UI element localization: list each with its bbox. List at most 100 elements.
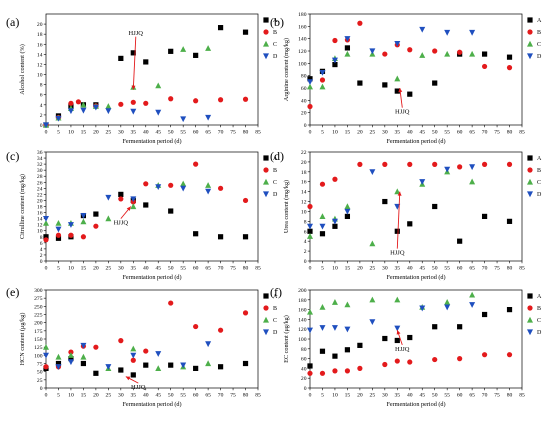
data-point xyxy=(67,222,74,228)
x-tick-label: 50 xyxy=(432,266,438,272)
legend-label: A xyxy=(273,18,278,24)
legend-label: C xyxy=(537,42,541,48)
data-point xyxy=(319,303,326,310)
data-point xyxy=(75,99,82,105)
legend-label: C xyxy=(537,180,541,186)
series-B xyxy=(307,352,513,376)
data-point xyxy=(332,37,338,44)
data-point xyxy=(67,359,74,366)
x-tick-label: 0 xyxy=(309,266,312,272)
data-point xyxy=(205,114,212,121)
x-tick-label: 35 xyxy=(130,130,136,136)
y-tick-label: 6 xyxy=(40,241,43,247)
y-tick-label: 20 xyxy=(301,376,307,382)
x-tick-label: 80 xyxy=(507,393,513,399)
data-point xyxy=(344,208,351,215)
data-point xyxy=(307,103,313,110)
data-point xyxy=(118,338,124,344)
data-point xyxy=(506,65,513,71)
series-B xyxy=(43,161,249,243)
data-point xyxy=(242,96,249,102)
y-tick-label: 180 xyxy=(298,12,307,18)
legend-label: B xyxy=(537,168,541,174)
legend-marker xyxy=(263,178,269,185)
data-point xyxy=(307,327,313,334)
data-point xyxy=(43,219,49,226)
data-point xyxy=(331,325,338,331)
data-point xyxy=(307,203,313,210)
series-D xyxy=(307,302,476,334)
series-D xyxy=(43,341,212,370)
data-point xyxy=(506,161,513,167)
data-point xyxy=(130,203,137,210)
data-point xyxy=(357,342,363,348)
y-tick-label: 75 xyxy=(37,362,43,368)
data-point xyxy=(444,304,451,311)
data-point xyxy=(217,97,224,103)
series-A xyxy=(43,356,249,378)
data-point xyxy=(394,88,400,94)
data-point xyxy=(118,191,124,197)
x-tick-label: 40 xyxy=(143,130,149,136)
legend-marker xyxy=(263,53,269,60)
data-point xyxy=(242,29,249,35)
data-point xyxy=(469,29,476,36)
data-point xyxy=(193,52,199,58)
x-tick-label: 45 xyxy=(155,393,161,399)
x-tick-label: 60 xyxy=(193,266,199,272)
data-point xyxy=(432,80,438,86)
data-point xyxy=(180,362,187,369)
x-tick-label: 40 xyxy=(407,393,413,399)
data-point xyxy=(168,300,174,306)
y-tick-label: 100 xyxy=(298,61,307,67)
plot-frame xyxy=(45,151,259,262)
y-tick-label: 80 xyxy=(301,347,307,353)
data-point xyxy=(193,98,199,104)
x-tick-label: 60 xyxy=(193,393,199,399)
x-tick-label: 5 xyxy=(57,266,60,272)
x-tick-label: 5 xyxy=(321,266,324,272)
legend-label: C xyxy=(537,318,541,324)
series-C xyxy=(307,291,476,315)
data-point xyxy=(130,352,137,359)
plot-frame xyxy=(45,289,259,389)
data-point xyxy=(319,69,326,76)
data-point xyxy=(55,235,62,241)
data-point xyxy=(55,360,62,367)
x-tick-label: 65 xyxy=(469,130,475,136)
data-point xyxy=(319,83,326,90)
data-point xyxy=(205,341,212,348)
x-tick-label: 65 xyxy=(469,266,475,272)
data-point xyxy=(143,181,149,187)
data-point xyxy=(80,107,87,114)
data-point xyxy=(344,326,351,333)
x-axis-title: Fermentation period (d) xyxy=(386,401,445,408)
y-tick-label: 8 xyxy=(40,235,43,241)
data-point xyxy=(382,82,388,88)
data-point xyxy=(55,364,62,370)
x-tick-label: 45 xyxy=(419,266,425,272)
data-point xyxy=(319,370,326,376)
annotation-label: HJJQ xyxy=(131,384,146,391)
annotation-label: HJJQ xyxy=(395,109,410,116)
y-tick-label: 16 xyxy=(37,211,43,217)
legend-marker xyxy=(527,17,533,23)
data-point xyxy=(369,48,376,55)
data-point xyxy=(43,234,49,240)
series-C xyxy=(307,168,476,247)
x-tick-label: 20 xyxy=(357,393,363,399)
data-point xyxy=(357,20,363,26)
legend-marker xyxy=(527,53,533,60)
data-point xyxy=(217,327,224,333)
series-B xyxy=(43,96,249,128)
plot-frame xyxy=(309,289,523,389)
data-point xyxy=(332,368,338,374)
x-tick-label: 80 xyxy=(243,130,249,136)
data-point xyxy=(242,310,249,316)
data-point xyxy=(68,349,74,355)
legend-marker xyxy=(527,316,533,323)
data-point xyxy=(332,223,338,229)
legend-label: D xyxy=(537,54,542,60)
x-tick-label: 15 xyxy=(81,393,87,399)
data-point xyxy=(180,180,187,187)
